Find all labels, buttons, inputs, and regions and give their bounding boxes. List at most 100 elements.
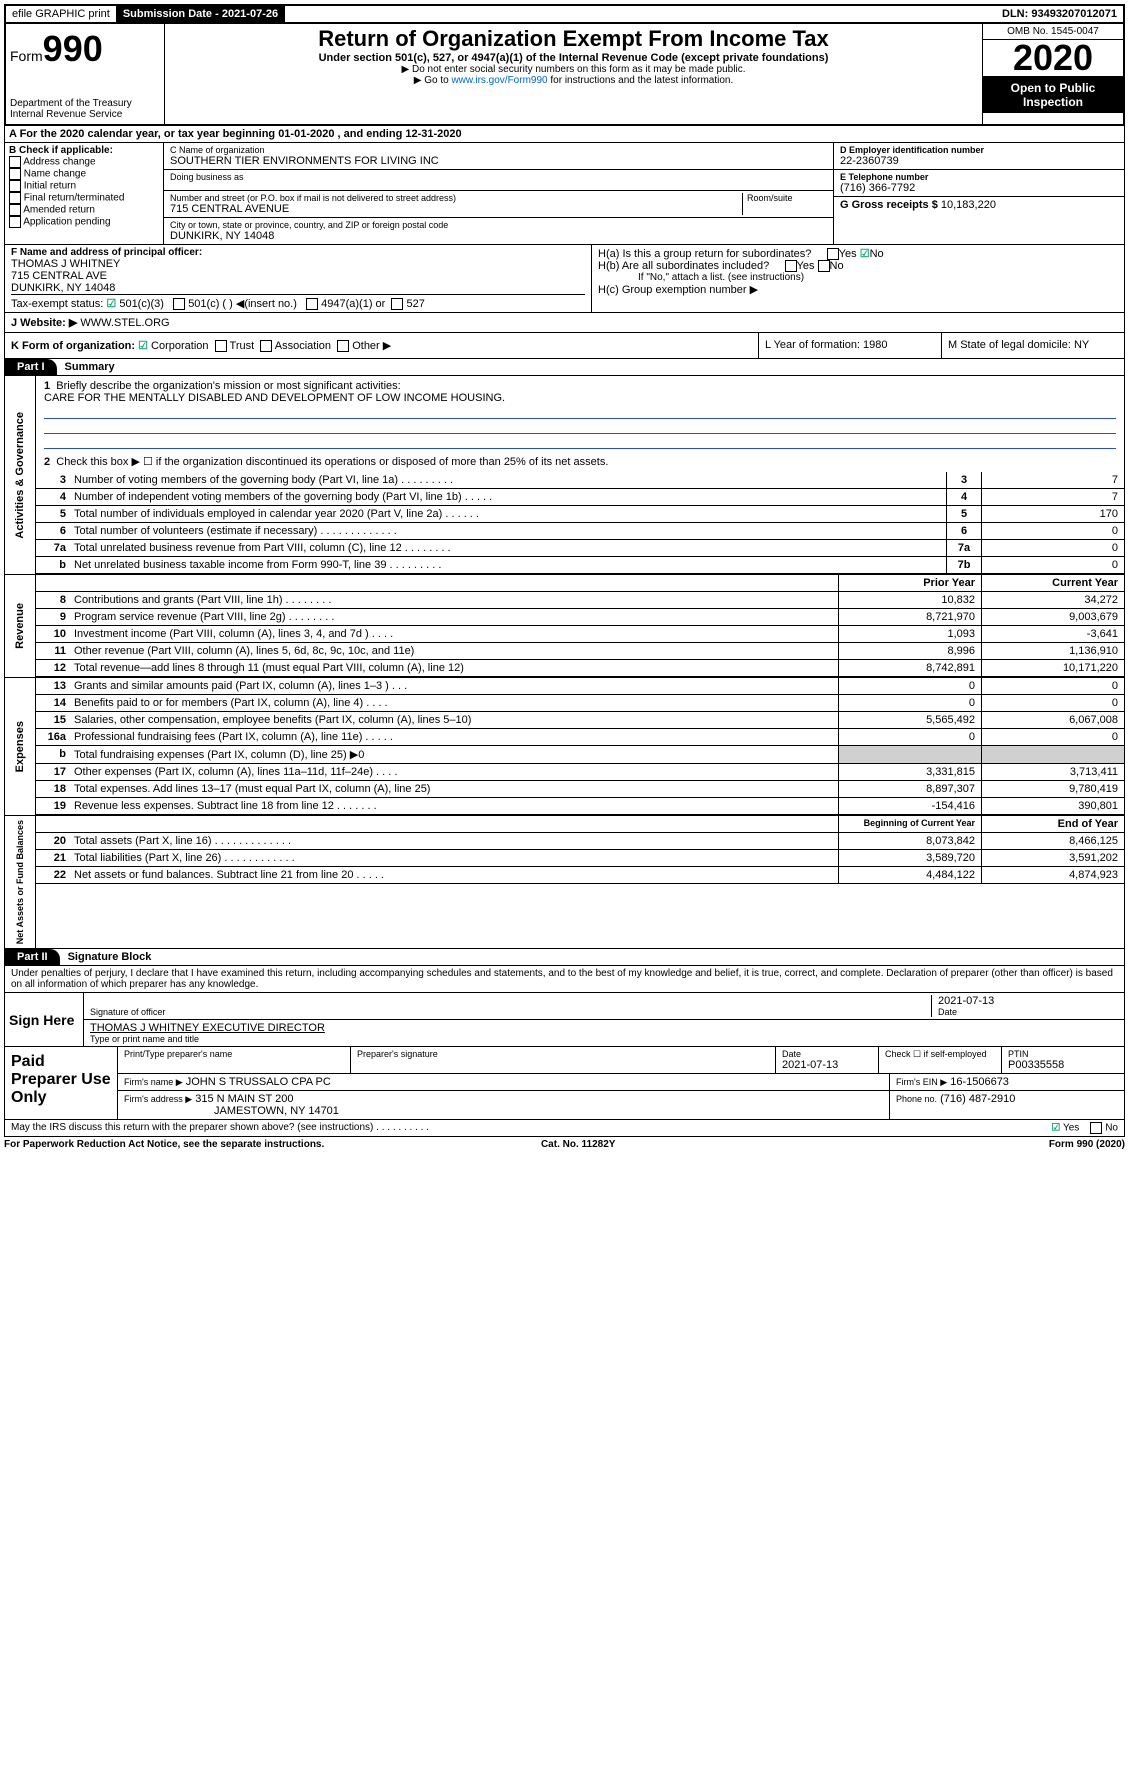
sign-here-label: Sign Here xyxy=(5,993,84,1046)
firm-phone: (716) 487-2910 xyxy=(940,1093,1015,1105)
firm-ein: 16-1506673 xyxy=(950,1076,1009,1088)
paperwork-notice: For Paperwork Reduction Act Notice, see … xyxy=(4,1139,324,1150)
city-label: City or town, state or province, country… xyxy=(170,220,827,230)
part1-header: Part I Summary xyxy=(4,359,1125,376)
cat-no: Cat. No. 11282Y xyxy=(541,1139,615,1150)
signature-section: Sign Here Signature of officer 2021-07-1… xyxy=(4,993,1125,1047)
ha-question: H(a) Is this a group return for subordin… xyxy=(598,247,1118,260)
note-ssn: ▶ Do not enter social security numbers o… xyxy=(169,64,978,75)
current-year-header: Current Year xyxy=(981,575,1124,591)
city: DUNKIRK, NY 14048 xyxy=(170,230,274,242)
firm-name: JOHN S TRUSSALO CPA PC xyxy=(186,1076,331,1088)
governance-section: Activities & Governance 1 Briefly descri… xyxy=(4,376,1125,575)
check-501c3: ☑ xyxy=(106,298,116,310)
table-row: 13Grants and similar amounts paid (Part … xyxy=(36,678,1124,695)
revenue-section: Revenue Prior Year Current Year 8Contrib… xyxy=(4,575,1125,678)
efile-label[interactable]: efile GRAPHIC print xyxy=(6,6,117,22)
beg-year-header: Beginning of Current Year xyxy=(838,816,981,832)
gov-side-label: Activities & Governance xyxy=(12,408,28,543)
part2-badge: Part II xyxy=(5,949,60,965)
net-side-label: Net Assets or Fund Balances xyxy=(13,816,27,948)
part1-title: Summary xyxy=(57,359,123,375)
dept-label: Department of the Treasury xyxy=(10,98,160,109)
tax-year: 2020 xyxy=(983,40,1123,77)
table-row: 15Salaries, other compensation, employee… xyxy=(36,712,1124,729)
room-label: Room/suite xyxy=(747,193,827,203)
mission-label: Briefly describe the organization's miss… xyxy=(56,380,400,392)
ein-label: D Employer identification number xyxy=(840,145,1118,155)
table-row: 22Net assets or fund balances. Subtract … xyxy=(36,867,1124,884)
irs-link[interactable]: www.irs.gov/Form990 xyxy=(451,75,547,86)
k-label: K Form of organization: xyxy=(11,340,135,352)
paid-preparer-section: Paid Preparer Use Only Print/Type prepar… xyxy=(4,1047,1125,1120)
chk-final[interactable]: Final return/terminated xyxy=(9,192,159,204)
line-k-row: K Form of organization: ☑ Corporation Tr… xyxy=(4,333,1125,359)
form-subtitle: Under section 501(c), 527, or 4947(a)(1)… xyxy=(169,52,978,64)
ein: 22-2360739 xyxy=(840,155,899,167)
chk-address[interactable]: Address change xyxy=(9,156,159,168)
officer-row: F Name and address of principal officer:… xyxy=(4,245,1125,313)
table-row: 20Total assets (Part X, line 16) . . . .… xyxy=(36,833,1124,850)
website-label: J Website: ▶ xyxy=(11,317,77,329)
open-public: Open to Public Inspection xyxy=(983,77,1123,113)
sig-officer-label: Signature of officer xyxy=(90,1007,931,1017)
addr-label: Number and street (or P.O. box if mail i… xyxy=(170,193,742,203)
table-row: 3Number of voting members of the governi… xyxy=(36,472,1124,489)
table-row: 21Total liabilities (Part X, line 26) . … xyxy=(36,850,1124,867)
table-row: 7aTotal unrelated business revenue from … xyxy=(36,540,1124,557)
bottom-bar: For Paperwork Reduction Act Notice, see … xyxy=(4,1137,1125,1152)
line-a: A For the 2020 calendar year, or tax yea… xyxy=(4,126,1125,143)
table-row: bNet unrelated business taxable income f… xyxy=(36,557,1124,574)
hb-question: H(b) Are all subordinates included? Yes … xyxy=(598,260,1118,272)
table-row: 16aProfessional fundraising fees (Part I… xyxy=(36,729,1124,746)
part2-header: Part II Signature Block xyxy=(4,949,1125,966)
table-row: 14Benefits paid to or for members (Part … xyxy=(36,695,1124,712)
top-bar: efile GRAPHIC print Submission Date - 20… xyxy=(4,4,1125,24)
table-row: 17Other expenses (Part IX, column (A), l… xyxy=(36,764,1124,781)
gross-receipts: 10,183,220 xyxy=(941,199,996,211)
perjury-text: Under penalties of perjury, I declare th… xyxy=(4,966,1125,993)
hc-question: H(c) Group exemption number ▶ xyxy=(598,283,1118,296)
submission-date[interactable]: Submission Date - 2021-07-26 xyxy=(117,6,285,22)
firm-address: 315 N MAIN ST 200 xyxy=(195,1093,293,1105)
ptin: P00335558 xyxy=(1008,1059,1064,1071)
note-link: ▶ Go to www.irs.gov/Form990 for instruct… xyxy=(169,75,978,86)
address: 715 CENTRAL AVENUE xyxy=(170,203,289,215)
line2-text: Check this box ▶ ☐ if the organization d… xyxy=(56,456,608,468)
table-row: 4Number of independent voting members of… xyxy=(36,489,1124,506)
table-row: 8Contributions and grants (Part VIII, li… xyxy=(36,592,1124,609)
end-year-header: End of Year xyxy=(981,816,1124,832)
part2-title: Signature Block xyxy=(60,949,160,965)
table-row: 10Investment income (Part VIII, column (… xyxy=(36,626,1124,643)
form-footer: Form 990 (2020) xyxy=(1049,1139,1125,1150)
form-header: Form990 Department of the Treasury Inter… xyxy=(4,24,1125,126)
table-row: 12Total revenue—add lines 8 through 11 (… xyxy=(36,660,1124,677)
gross-label: G Gross receipts $ xyxy=(840,199,941,211)
discuss-row: May the IRS discuss this return with the… xyxy=(4,1120,1125,1137)
paid-preparer-label: Paid Preparer Use Only xyxy=(5,1047,118,1119)
table-row: 18Total expenses. Add lines 13–17 (must … xyxy=(36,781,1124,798)
chk-amended[interactable]: Amended return xyxy=(9,204,159,216)
chk-pending[interactable]: Application pending xyxy=(9,216,159,228)
net-assets-section: Net Assets or Fund Balances Beginning of… xyxy=(4,816,1125,949)
phone-label: E Telephone number xyxy=(840,172,1118,182)
line-l: L Year of formation: 1980 xyxy=(758,333,941,358)
officer-addr1: 715 CENTRAL AVE xyxy=(11,270,585,282)
officer-printed-name: THOMAS J WHITNEY EXECUTIVE DIRECTOR xyxy=(90,1022,325,1034)
form-title: Return of Organization Exempt From Incom… xyxy=(169,26,978,52)
sig-date: 2021-07-13 xyxy=(938,995,994,1007)
mission-text: CARE FOR THE MENTALLY DISABLED AND DEVEL… xyxy=(44,392,1116,404)
sig-date-label: Date xyxy=(938,1007,1118,1017)
line-m: M State of legal domicile: NY xyxy=(941,333,1124,358)
chk-initial[interactable]: Initial return xyxy=(9,180,159,192)
irs-label: Internal Revenue Service xyxy=(10,109,160,120)
website-url[interactable]: WWW.STEL.ORG xyxy=(80,317,169,329)
table-row: 11Other revenue (Part VIII, column (A), … xyxy=(36,643,1124,660)
dba-label: Doing business as xyxy=(170,172,827,182)
officer-label: F Name and address of principal officer: xyxy=(11,247,585,258)
chk-name[interactable]: Name change xyxy=(9,168,159,180)
rev-side-label: Revenue xyxy=(12,599,28,653)
dln: DLN: 93493207012071 xyxy=(996,6,1123,22)
expenses-section: Expenses 13Grants and similar amounts pa… xyxy=(4,678,1125,816)
name-title-label: Type or print name and title xyxy=(90,1034,1118,1044)
